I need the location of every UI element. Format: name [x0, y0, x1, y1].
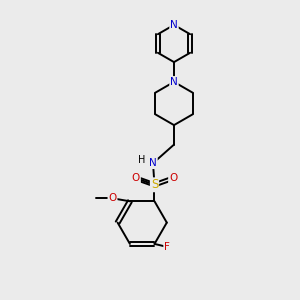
- Text: S: S: [151, 178, 158, 191]
- Text: F: F: [164, 242, 170, 252]
- Text: O: O: [108, 193, 117, 203]
- Text: H: H: [138, 155, 145, 165]
- Text: N: N: [170, 20, 178, 30]
- Text: N: N: [149, 158, 157, 168]
- Text: N: N: [170, 77, 178, 87]
- Text: O: O: [132, 173, 140, 183]
- Text: O: O: [169, 173, 177, 183]
